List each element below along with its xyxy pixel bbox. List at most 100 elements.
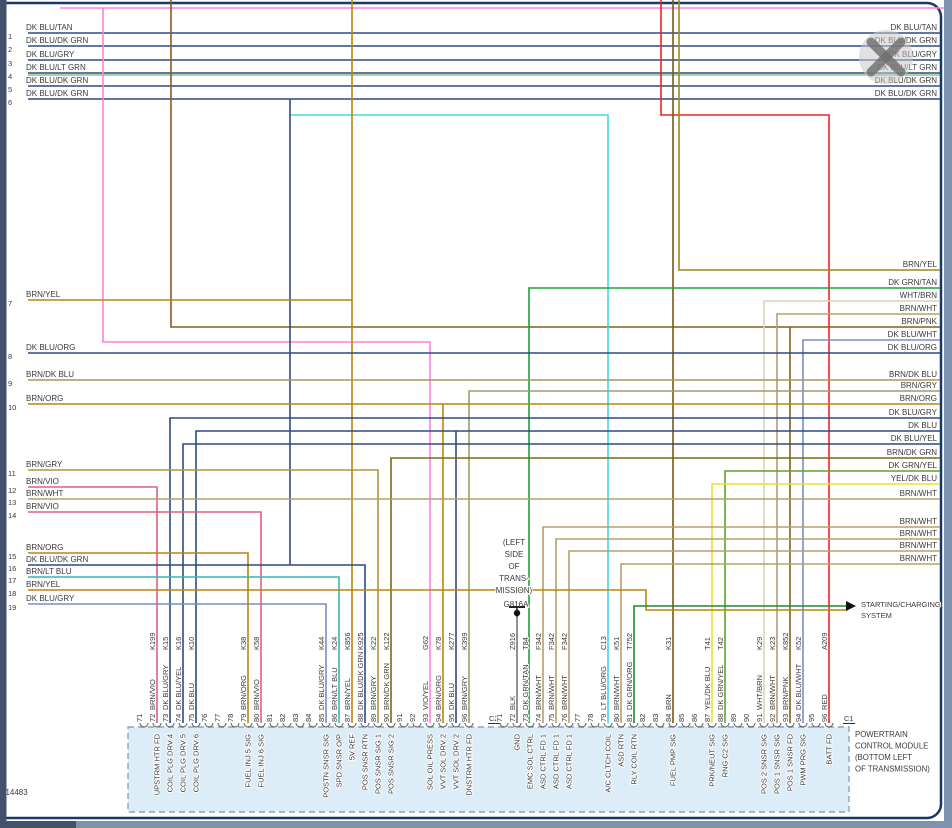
left-wire-number: 5 bbox=[8, 85, 12, 94]
left-wire-color-label: DK BLU/LT GRN bbox=[26, 63, 86, 72]
right-wire-color-label: DK BLU/GRY bbox=[889, 408, 938, 417]
pin-terminal-icon bbox=[564, 722, 574, 728]
right-wire-color-label: YEL/DK BLU bbox=[891, 474, 937, 483]
pin-terminal-icon bbox=[694, 722, 704, 728]
left-wire-number: 8 bbox=[8, 352, 12, 361]
pin-number: 72 bbox=[148, 714, 157, 722]
wire-color: BRN/LT BLU bbox=[330, 667, 339, 710]
pcm-module-note: (BOTTOM LEFT bbox=[855, 753, 912, 762]
pin-function: COIL PLG DRV 6 bbox=[192, 734, 201, 792]
right-wire-color-label: BRN/GRY bbox=[901, 381, 938, 390]
pin-number: 93 bbox=[781, 714, 790, 722]
wire-color: DK GRN/ORG bbox=[625, 661, 634, 710]
circuit-id: K15 bbox=[161, 637, 170, 650]
left-wire-color-label: BRN/VIO bbox=[26, 477, 59, 486]
ground-location-note: MISSION) bbox=[496, 586, 533, 595]
wire-brn-wht-f342-b bbox=[555, 538, 940, 723]
pin-number: 82 bbox=[638, 714, 647, 722]
circuit-id: Z916 bbox=[508, 633, 517, 650]
right-wire-color-label: WHT/BRN bbox=[900, 291, 938, 300]
wire-brn-wht-k23 bbox=[776, 313, 940, 723]
wire-color: BRN/WHT bbox=[547, 675, 556, 710]
circuit-id: K52 bbox=[794, 637, 803, 650]
pin-number: 94 bbox=[434, 714, 443, 722]
pin-function: 5V REF bbox=[348, 734, 357, 761]
wire-dk-blu-gry-k15 bbox=[169, 417, 940, 723]
pin-number: 90 bbox=[382, 714, 391, 722]
circuit-id: T41 bbox=[703, 637, 712, 650]
circuit-id: F342 bbox=[560, 633, 569, 650]
wire-dk-grn-yel-t42 bbox=[724, 470, 940, 723]
left-wire-color-label: DK BLU/DK GRN bbox=[26, 36, 88, 45]
wire-brn-pnk-k852-trunk bbox=[170, 0, 940, 328]
right-wire-color-label: DK GRN/TAN bbox=[888, 278, 937, 287]
pin-terminal-icon bbox=[347, 722, 357, 728]
pin-terminal-icon bbox=[746, 722, 756, 728]
scrollbar-corner bbox=[0, 821, 76, 828]
wire-color: BRN/ORG bbox=[239, 675, 248, 710]
pin-function: POS 1 SNSR SIG bbox=[773, 734, 782, 794]
left-wire-number: 11 bbox=[8, 469, 16, 478]
offpage-arrow-icon bbox=[846, 601, 856, 611]
pin-terminal-icon bbox=[191, 722, 201, 728]
wire-brn-vio-14 bbox=[28, 511, 262, 723]
pin-number: 96 bbox=[820, 714, 829, 722]
pin-terminal-icon bbox=[616, 722, 626, 728]
pin-number: 94 bbox=[794, 714, 803, 722]
pin-function: POS SNSR RTN bbox=[361, 734, 370, 790]
pin-terminal-icon bbox=[590, 722, 600, 728]
pin-number: 84 bbox=[664, 714, 673, 722]
right-wire-color-label: BRN/WHT bbox=[900, 541, 937, 550]
pin-number: 74 bbox=[174, 714, 183, 722]
wire-wht-brn-k29 bbox=[763, 300, 940, 723]
circuit-id: K199 bbox=[148, 632, 157, 650]
circuit-id: T84 bbox=[521, 637, 530, 650]
pin-terminal-icon bbox=[230, 722, 240, 728]
left-wire-color-label: DK BLU/DK GRN bbox=[26, 89, 88, 98]
doc-number: 414483 bbox=[1, 788, 28, 797]
wire-color: WHT/BRN bbox=[755, 675, 764, 710]
pin-function: SOL OIL PRESS bbox=[426, 734, 435, 790]
pin-function: VVT SOL DRV 2 bbox=[439, 734, 448, 789]
pin-number: 74 bbox=[534, 714, 543, 722]
wire-red-a209 bbox=[660, 0, 830, 723]
pin-number: 88 bbox=[356, 714, 365, 722]
pin-number: 87 bbox=[703, 714, 712, 722]
left-wire-number: 1 bbox=[8, 32, 12, 41]
pin-number: 86 bbox=[330, 714, 339, 722]
pin-number: 77 bbox=[573, 714, 582, 722]
left-wire-color-label: BRN/DK BLU bbox=[26, 370, 74, 379]
wire-color: BRN/GRY bbox=[460, 676, 469, 710]
pcm-module-note: CONTROL MODULE bbox=[855, 742, 928, 751]
wire-brn-lt-blu-17 bbox=[28, 576, 340, 723]
circuit-id: T42 bbox=[716, 637, 725, 650]
pin-number: 89 bbox=[729, 714, 738, 722]
right-wire-color-label: BRN/WHT bbox=[900, 489, 937, 498]
left-wire-color-label: DK BLU/DK GRN bbox=[26, 555, 88, 564]
circuit-id: K852 bbox=[781, 632, 790, 650]
vertical-scrollbar[interactable] bbox=[944, 0, 952, 828]
left-wire-number: 2 bbox=[8, 45, 12, 54]
right-wire-color-label: BRN/WHT bbox=[900, 517, 937, 526]
left-wire-color-label: DK BLU/GRY bbox=[26, 50, 75, 59]
horizontal-scrollbar[interactable] bbox=[76, 821, 952, 828]
pin-function: POS SNSR SIG 2 bbox=[387, 734, 396, 794]
right-wire-color-label: BRN/DK BLU bbox=[889, 370, 937, 379]
wire-brn-yel-right bbox=[678, 0, 940, 271]
pin-function: ASD CTRL FD 1 bbox=[552, 734, 561, 789]
pin-number: 71 bbox=[495, 714, 504, 722]
left-wire-number: 16 bbox=[8, 564, 16, 573]
close-x-icon[interactable] bbox=[866, 37, 906, 77]
wire-brn-org-15 bbox=[28, 552, 249, 723]
right-wire-color-label: DK GRN/YEL bbox=[889, 461, 938, 470]
right-wire-color-label: BRN/DK GRN bbox=[887, 448, 937, 457]
right-wire-color-label: DK BLU/WHT bbox=[888, 330, 937, 339]
pin-function: COIL PLG DRV 5 bbox=[179, 734, 188, 792]
pin-terminal-icon bbox=[269, 722, 279, 728]
pin-terminal-icon bbox=[824, 722, 834, 728]
window-left-edge bbox=[0, 0, 7, 828]
wire-color: BRN/WHT bbox=[612, 675, 621, 710]
pin-function: COIL PLG DRV 4 bbox=[166, 734, 175, 792]
pin-terminal-icon bbox=[399, 722, 409, 728]
